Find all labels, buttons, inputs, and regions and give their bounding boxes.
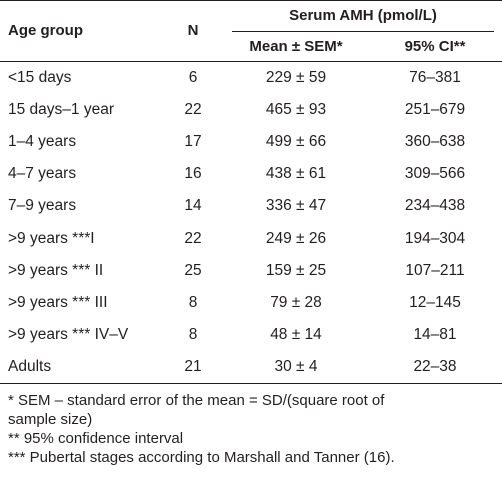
- cell-n: 14: [184, 197, 202, 215]
- cell-age-group: 7–9 years: [8, 197, 77, 215]
- cell-age-group: Adults: [0, 351, 162, 385]
- cell-age-group: 1–4 years: [8, 132, 77, 150]
- footnote-sem: * SEM – standard error of the mean = SD/…: [8, 392, 385, 409]
- table-row: Adults 21 30 ± 4 22–38: [0, 351, 502, 385]
- cell-mean-sem: 336 ± 47: [265, 197, 327, 215]
- table-row: 4–7 years 16 438 ± 61 309–566: [0, 158, 502, 190]
- cell-age-group: >9 years ***I: [8, 229, 95, 247]
- cell-age-group: >9 years *** III: [8, 293, 108, 311]
- cell-n: 25: [184, 261, 202, 279]
- cell-ci: 360–638: [404, 132, 466, 150]
- header-age-group: Age group: [0, 0, 162, 62]
- cell-ci: 234–438: [404, 197, 466, 215]
- table-row: 7–9 years 14 336 ± 47 234–438: [0, 190, 502, 222]
- cell-n: 17: [184, 132, 202, 150]
- cell-age-group: >9 years *** II: [8, 261, 104, 279]
- cell-mean-sem: 229 ± 59: [265, 68, 327, 86]
- header-row-sub: Mean ± SEM* 95% CI**: [0, 32, 502, 62]
- table-row: 15 days–1 year 22 465 ± 93 251–679: [0, 94, 502, 126]
- cell-ci: 14–81: [413, 326, 457, 344]
- table-row: >9 years *** II 25 159 ± 25 107–211: [0, 255, 502, 287]
- cell-mean-sem: 438 ± 61: [265, 165, 327, 183]
- table-row: >9 years *** III 8 79 ± 28 12–145: [0, 287, 502, 319]
- table-body: <15 days 6 229 ± 59 76–381 15 days–1 year 22 4…: [0, 61, 502, 385]
- footnote-pubertal: *** Pubertal stages according to Marshal…: [8, 449, 395, 466]
- cell-n: 6: [188, 68, 198, 86]
- cell-ci: 194–304: [404, 229, 466, 247]
- cell-mean-sem: 499 ± 66: [265, 132, 327, 150]
- header-row-top: Age group N Serum AMH (pmol/L): [0, 0, 502, 62]
- cell-mean-sem: 159 ± 25: [265, 261, 327, 279]
- header-ci: 95% CI**: [368, 32, 502, 62]
- cell-n: 22: [184, 100, 202, 118]
- cell-age-group: <15 days: [8, 68, 72, 86]
- cell-age-group: 15 days–1 year: [8, 100, 114, 118]
- table-row: 1–4 years 17 499 ± 66 360–638: [0, 126, 502, 158]
- cell-mean-sem: 249 ± 26: [265, 229, 327, 247]
- cell-mean-sem: 48 ± 14: [270, 326, 322, 344]
- header-n: N: [162, 0, 224, 62]
- cell-n: 16: [184, 165, 202, 183]
- cell-ci: 76–381: [409, 68, 461, 86]
- cell-n: 22: [184, 229, 202, 247]
- cell-ci: 251–679: [404, 100, 466, 118]
- footnotes: * SEM – standard error of the mean = SD/…: [8, 391, 498, 467]
- footnote-sem-cont: sample size): [8, 411, 93, 428]
- amh-reference-table: Age group N Serum AMH (pmol/L) Mean ± SE…: [0, 0, 502, 385]
- header-mean-sem: Mean ± SEM*: [224, 32, 368, 62]
- cell-n: 8: [188, 293, 198, 311]
- cell-n: 8: [188, 326, 198, 344]
- table-header: Age group N Serum AMH (pmol/L) Mean ± SE…: [0, 0, 502, 62]
- table-row: <15 days 6 229 ± 59 76–381: [0, 61, 502, 94]
- cell-ci: 12–145: [409, 293, 461, 311]
- cell-mean-sem: 30 ± 4: [224, 351, 368, 385]
- table-row: >9 years ***I 22 249 ± 26 194–304: [0, 222, 502, 254]
- cell-age-group: >9 years *** IV–V: [8, 326, 129, 344]
- cell-ci: 107–211: [405, 261, 465, 279]
- cell-ci: 309–566: [404, 165, 466, 183]
- cell-n: 21: [162, 351, 224, 385]
- table-row: >9 years *** IV–V 8 48 ± 14 14–81: [0, 319, 502, 351]
- header-serum-amh-label: Serum AMH (pmol/L): [232, 1, 494, 32]
- header-serum-amh: Serum AMH (pmol/L): [224, 0, 502, 32]
- cell-ci: 22–38: [368, 351, 502, 385]
- footnote-ci: ** 95% confidence interval: [8, 430, 184, 447]
- cell-age-group: 4–7 years: [8, 165, 77, 183]
- cell-mean-sem: 465 ± 93: [265, 100, 327, 118]
- cell-mean-sem: 79 ± 28: [270, 293, 322, 311]
